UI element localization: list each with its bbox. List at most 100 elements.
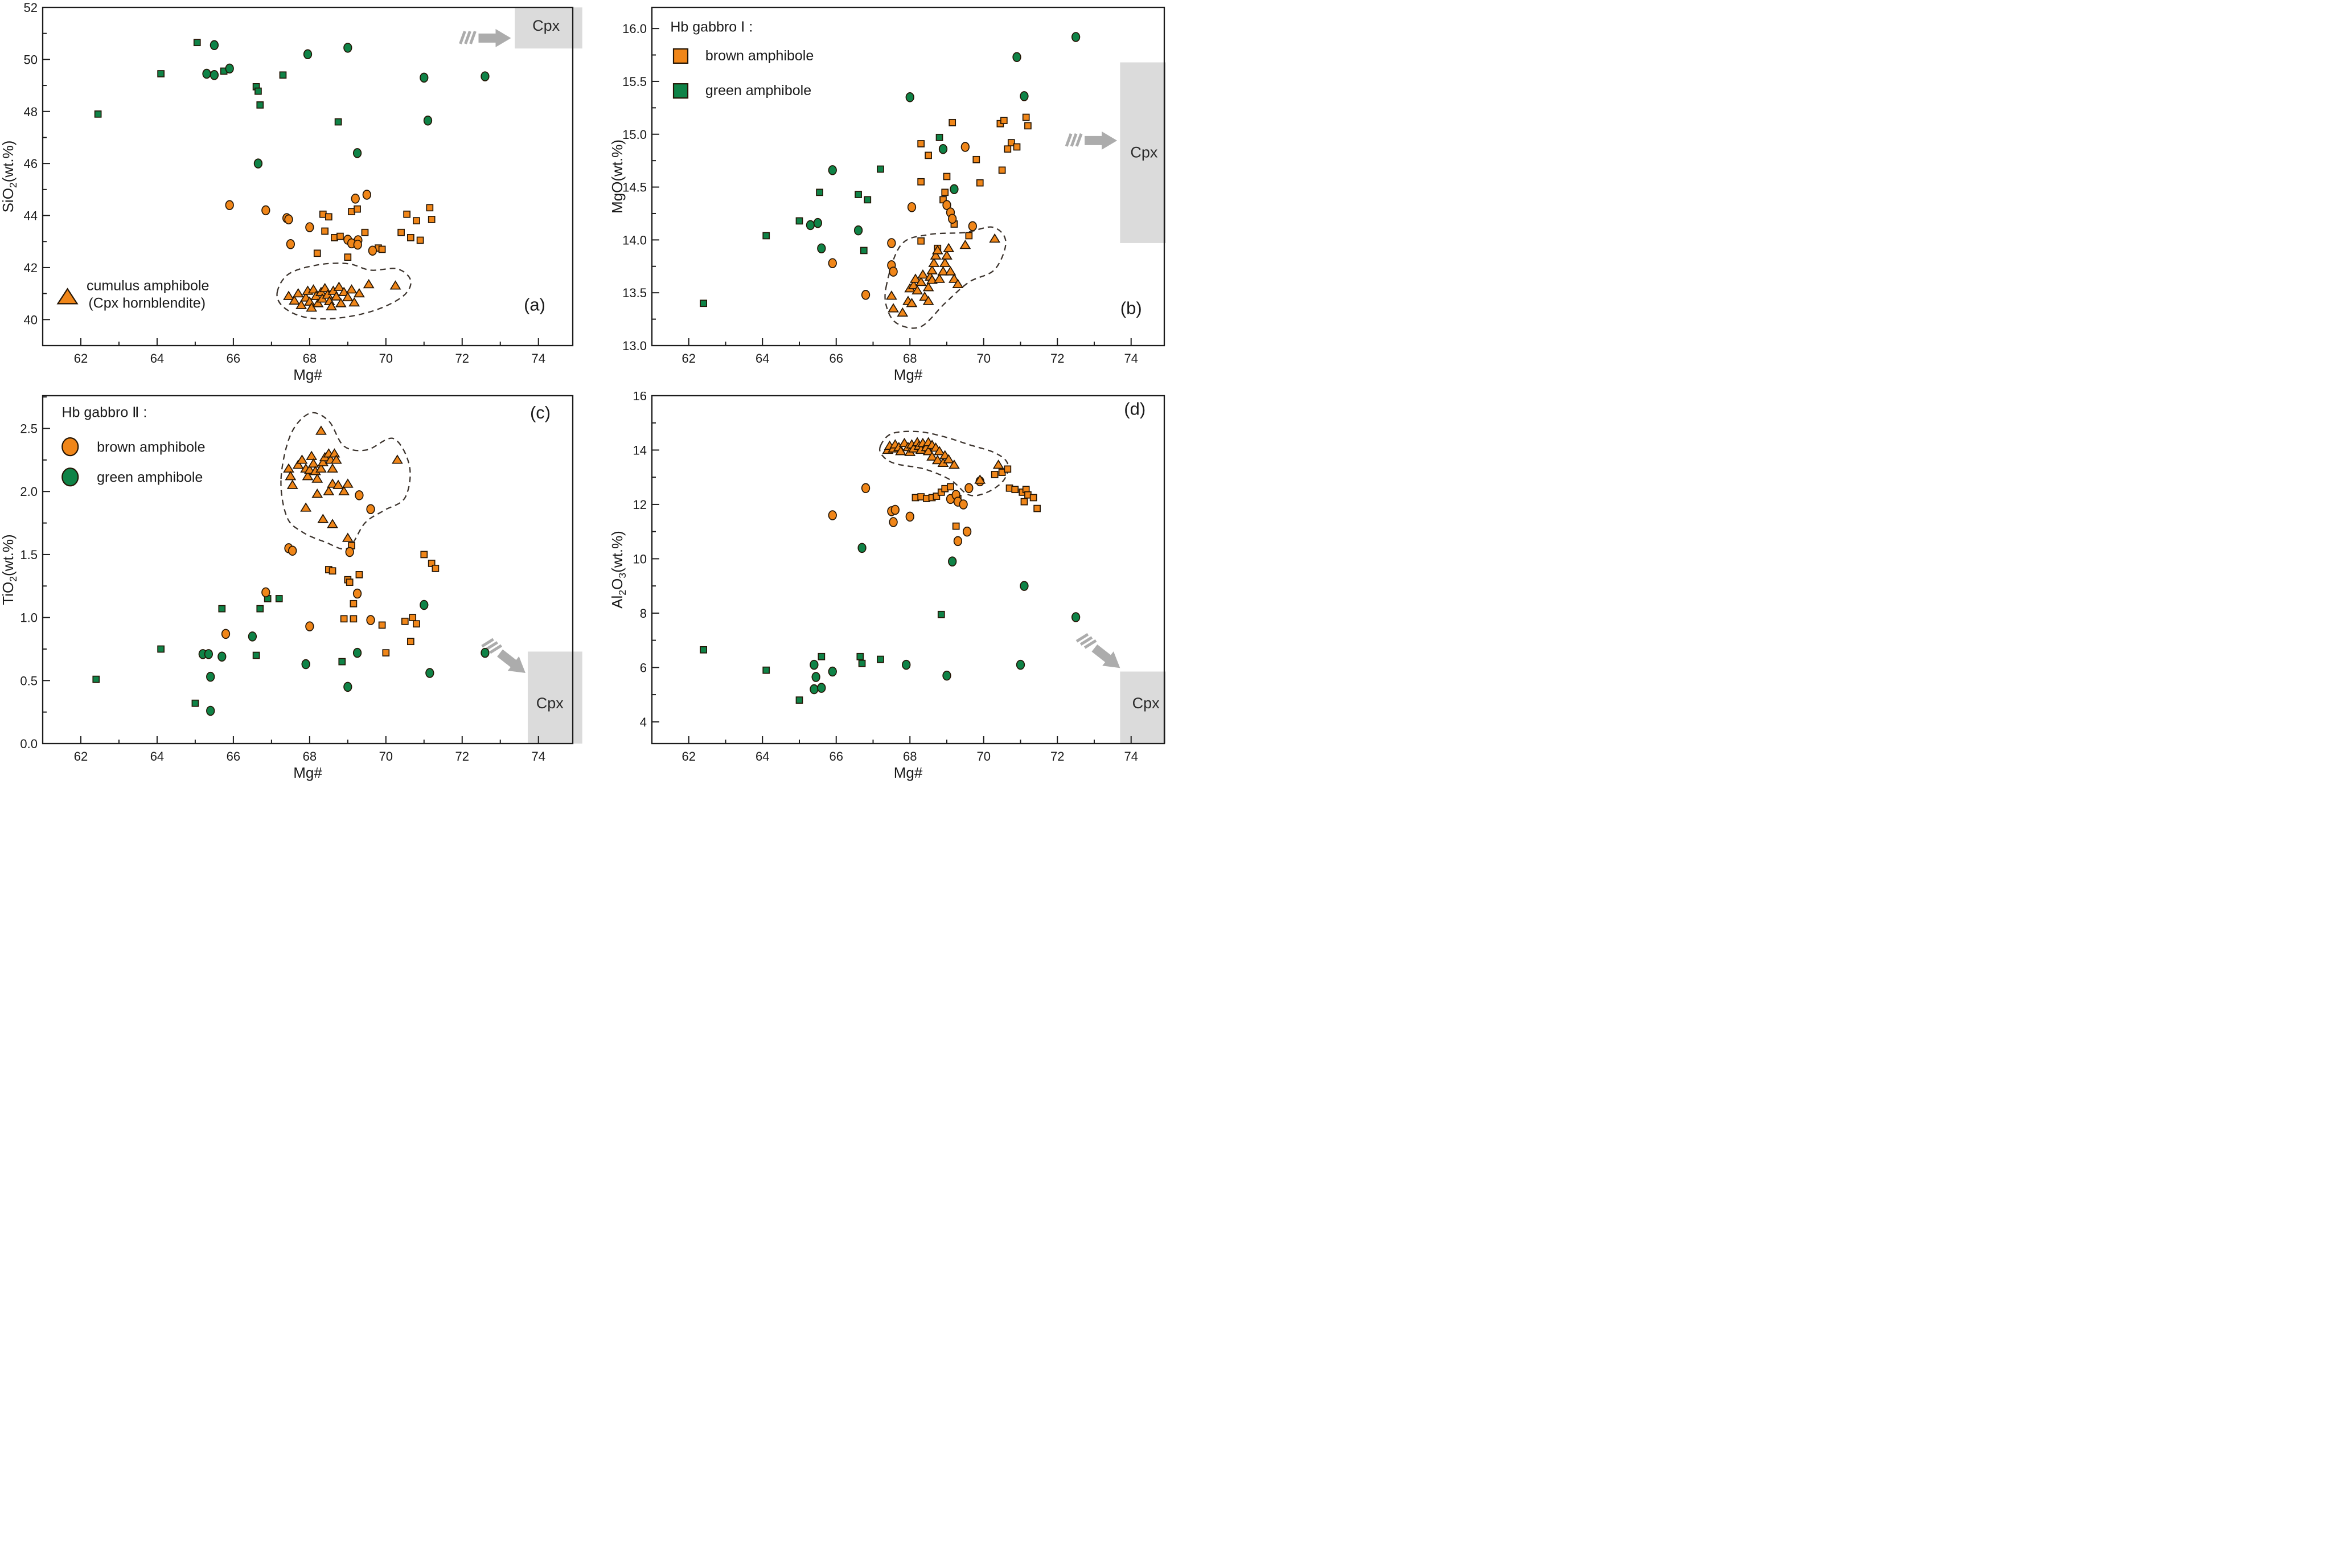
series-circle-orange <box>828 142 977 300</box>
series-circle-green <box>202 40 490 169</box>
x-tick-label: 70 <box>976 351 990 366</box>
cpx-field-box <box>515 7 582 49</box>
y-tick-label: 6 <box>640 660 647 675</box>
plot-frame <box>42 395 574 745</box>
cumulus-cluster-outline <box>280 412 411 550</box>
x-tick-label: 68 <box>303 749 317 764</box>
series-circle-orange <box>225 190 377 256</box>
series-square-orange <box>917 113 1032 252</box>
cpx-arrow-icon <box>459 28 511 47</box>
panel-c-svg: Cpx 62 64 66 68 70 72 74 0.0 0.5 1.0 1.5 2.0 2.5 Mg# Ti… <box>0 395 582 781</box>
plot-frame <box>651 6 1165 347</box>
y-tick-label: 13.5 <box>622 286 647 300</box>
series-triangle-orange <box>283 278 401 312</box>
x-tick-label: 64 <box>756 351 769 366</box>
x-tick-label: 72 <box>1050 351 1064 366</box>
x-tick-label: 70 <box>379 351 393 366</box>
panel-a-svg: Cpx 62 64 66 68 70 72 74 40 42 44 46 48 50 52 Mg# SiO2(w… <box>0 1 582 383</box>
x-axis-title: Mg# <box>293 366 322 383</box>
x-tick-label: 66 <box>829 351 843 366</box>
panel-letter: (b) <box>1120 298 1142 318</box>
x-tick-label: 64 <box>150 749 164 764</box>
series-triangle-orange <box>882 437 1004 484</box>
legend: cumulus amphibole(Cpx hornblendite) <box>56 278 209 311</box>
cpx-field-box <box>1120 62 1166 243</box>
x-tick-label: 68 <box>303 351 317 366</box>
cpx-field-label: Cpx <box>532 17 560 34</box>
y-tick-label: 16 <box>633 392 647 403</box>
x-tick-label: 74 <box>531 351 545 366</box>
legend-label: brown amphibole <box>97 440 205 455</box>
series-square-orange <box>313 204 436 261</box>
x-tick-label: 70 <box>976 749 990 764</box>
panel-a-sio2-vs-mg-plot: Cpx 62 64 66 68 70 72 74 40 42 44 46 48 50 52 Mg# SiO2(w… <box>0 0 583 392</box>
legend-label: brown amphibole <box>705 48 814 64</box>
y-tick-label: 1.5 <box>20 548 38 562</box>
y-axis-title: Al2O3(wt.%) <box>609 531 628 609</box>
series-circle-orange <box>828 476 984 547</box>
y-tick-label: 48 <box>24 105 38 119</box>
cpx-arrow-icon <box>1075 633 1120 668</box>
series-circle-green <box>198 600 490 716</box>
y-tick-label: 4 <box>640 715 647 729</box>
y-tick-label: 44 <box>24 209 38 223</box>
legend-label: green amphibole <box>705 83 811 98</box>
x-tick-label: 68 <box>903 351 917 366</box>
x-tick-label: 74 <box>1124 351 1138 366</box>
y-axis-title: SiO2(wt.%) <box>0 141 19 213</box>
y-tick-label: 16.0 <box>622 22 647 36</box>
x-axis-title: Mg# <box>293 764 322 781</box>
x-tick-label: 64 <box>756 749 769 764</box>
series-triangle-orange <box>885 233 1001 317</box>
series-square-green <box>94 39 342 126</box>
y-tick-label: 50 <box>24 52 38 67</box>
legend-label: cumulus amphibole <box>87 278 209 294</box>
cpx-field-label: Cpx <box>1130 144 1158 161</box>
x-tick-label: 66 <box>829 749 843 764</box>
x-axis-title: Mg# <box>894 764 923 781</box>
series-circle-orange <box>221 490 375 639</box>
x-tick-label: 62 <box>682 749 696 764</box>
series-square-green <box>92 595 346 707</box>
y-tick-label: 2.0 <box>20 485 38 499</box>
y-tick-label: 0.0 <box>20 737 38 751</box>
x-tick-label: 66 <box>227 351 240 366</box>
x-tick-label: 66 <box>227 749 240 764</box>
axis-ticks: 62 64 66 68 70 72 74 0.0 0.5 1.0 1.5 2.0 2.5 <box>20 396 545 764</box>
cpx-field-box <box>1120 671 1166 744</box>
legend: Hb gabbro Ⅰ : brown amphibole green amphib… <box>670 19 814 99</box>
x-tick-label: 72 <box>455 749 469 764</box>
series-circle-green <box>806 32 1081 253</box>
panel-letter: (c) <box>530 403 551 422</box>
panel-letter: (a) <box>524 294 545 314</box>
panel-d-al2o3-vs-mg-plot: Cpx 62 64 66 68 70 72 74 4 6 8 10 12 14 16 Mg# Al2O3(wt.… <box>583 389 1166 784</box>
legend: Hb gabbro Ⅱ : brown amphibole green amphib… <box>61 405 206 487</box>
cumulus-cluster-outline <box>878 430 1009 496</box>
y-tick-label: 42 <box>24 261 38 275</box>
y-axis-title: TiO2(wt.%) <box>0 534 19 605</box>
y-tick-label: 15.5 <box>622 75 647 89</box>
y-tick-label: 14 <box>633 443 647 457</box>
y-tick-label: 15.0 <box>622 128 647 142</box>
x-tick-label: 72 <box>1050 749 1064 764</box>
legend-label: green amphibole <box>97 470 203 486</box>
cpx-arrow-icon <box>481 638 525 674</box>
axis-ticks: 62 64 66 68 70 72 74 40 42 44 46 48 50 52 <box>24 1 545 366</box>
legend-title: Hb gabbro Ⅱ : <box>61 405 147 421</box>
x-tick-label: 64 <box>150 351 164 366</box>
y-tick-label: 52 <box>24 1 38 15</box>
x-tick-label: 68 <box>903 749 917 764</box>
y-tick-label: 14.5 <box>622 180 647 195</box>
series-square-green <box>700 610 945 704</box>
plot-frame <box>651 395 1165 745</box>
legend-title: Hb gabbro Ⅰ : <box>670 19 753 35</box>
x-tick-label: 72 <box>455 351 469 366</box>
figure-canvas: Cpx 62 64 66 68 70 72 74 40 42 44 46 48 50 52 Mg# SiO2(w… <box>0 0 1166 784</box>
y-tick-label: 12 <box>633 498 647 512</box>
x-tick-label: 62 <box>682 351 696 366</box>
y-tick-label: 13.0 <box>622 339 647 353</box>
x-tick-label: 70 <box>379 749 393 764</box>
y-tick-label: 8 <box>640 606 647 621</box>
